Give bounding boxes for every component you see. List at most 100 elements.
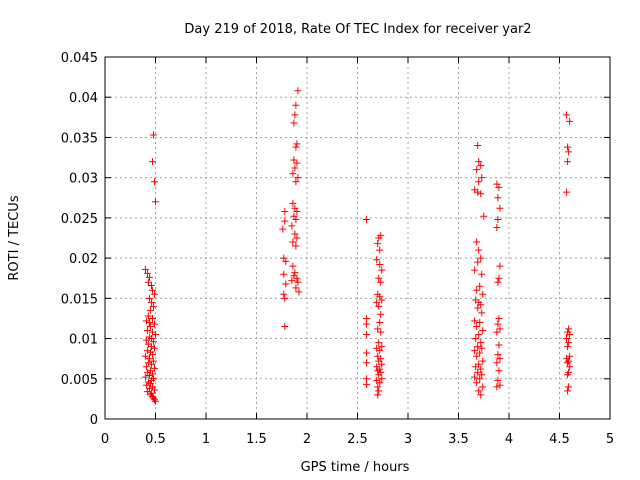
- data-point: [292, 242, 300, 250]
- data-point: [148, 314, 156, 322]
- data-point: [474, 141, 482, 149]
- data-point: [475, 246, 483, 254]
- x-tick-labels: 0 0.5 1 1.5 2 2.5 3 3.5 4 4.5 5: [101, 432, 614, 447]
- data-point: [565, 357, 573, 365]
- data-point: [149, 131, 157, 139]
- data-point: [373, 298, 381, 306]
- data-point: [293, 207, 301, 215]
- data-point: [494, 376, 502, 384]
- data-point: [152, 331, 159, 339]
- data-point: [474, 304, 482, 312]
- data-point: [564, 143, 572, 151]
- data-point: [141, 265, 149, 273]
- data-point: [150, 364, 158, 372]
- data-point: [564, 343, 572, 351]
- data-point: [288, 222, 296, 230]
- data-point: [476, 318, 484, 326]
- data-point: [480, 212, 488, 220]
- x-tick-label: 3: [404, 432, 412, 447]
- data-point: [477, 301, 485, 309]
- data-point: [374, 383, 382, 391]
- data-point: [496, 204, 504, 212]
- data-point: [281, 207, 289, 215]
- data-point: [145, 273, 153, 281]
- data-point: [374, 240, 382, 248]
- data-point: [374, 325, 382, 333]
- data-point: [471, 347, 479, 355]
- data-point: [289, 262, 297, 270]
- data-point: [476, 282, 484, 290]
- data-point: [141, 373, 149, 381]
- y-tick-label: 0.045: [61, 51, 98, 66]
- data-point: [563, 335, 571, 343]
- data-point: [474, 343, 482, 351]
- data-point: [472, 363, 480, 371]
- data-point: [477, 365, 485, 373]
- x-axis-label: GPS time / hours: [301, 460, 410, 475]
- data-point: [373, 256, 381, 264]
- data-point: [564, 158, 572, 166]
- y-tick-label: 0: [90, 413, 98, 428]
- data-point: [566, 117, 574, 125]
- data-point: [144, 359, 152, 367]
- x-tick-label: 0.5: [145, 432, 166, 447]
- x-tick-label: 4: [505, 432, 513, 447]
- data-point: [564, 387, 572, 395]
- data-point: [149, 338, 157, 346]
- y-tick-label: 0.015: [61, 292, 98, 307]
- data-point: [363, 349, 371, 357]
- data-point: [148, 286, 156, 294]
- data-point: [291, 164, 299, 172]
- data-point: [495, 274, 503, 282]
- data-point: [148, 158, 156, 166]
- data-point: [495, 183, 503, 191]
- data-point: [279, 225, 287, 233]
- data-point: [152, 198, 159, 206]
- data-point: [142, 381, 150, 389]
- data-point: [289, 170, 297, 178]
- data-point: [493, 359, 501, 367]
- x-tick-label: 4.5: [549, 432, 570, 447]
- data-point: [147, 298, 155, 306]
- y-tick-label: 0.01: [69, 333, 98, 348]
- data-point: [471, 317, 479, 325]
- data-point: [144, 278, 152, 286]
- data-point: [494, 278, 502, 286]
- x-tick-label: 3.5: [448, 432, 469, 447]
- data-point: [479, 383, 487, 391]
- x-tick-label: 1: [202, 432, 210, 447]
- data-point: [495, 314, 503, 322]
- data-point: [292, 101, 300, 109]
- data-point: [493, 224, 501, 232]
- x-tick-label: 2: [303, 432, 311, 447]
- data-point: [496, 262, 504, 270]
- data-point: [294, 278, 302, 286]
- data-point: [475, 331, 483, 339]
- data-point: [146, 322, 154, 330]
- data-point: [291, 111, 299, 119]
- data-point: [475, 387, 483, 395]
- data-point: [378, 375, 386, 383]
- data-point: [292, 143, 300, 151]
- data-point: [564, 359, 572, 367]
- data-point: [473, 238, 481, 246]
- data-point: [288, 277, 296, 285]
- plot-border: [104, 56, 611, 420]
- data-point: [375, 339, 383, 347]
- data-point: [145, 355, 153, 363]
- y-tick-label: 0.02: [69, 252, 98, 267]
- data-point: [292, 284, 300, 292]
- data-point: [377, 310, 385, 318]
- data-point: [377, 232, 385, 240]
- data-point: [566, 363, 574, 371]
- data-point: [294, 174, 302, 182]
- data-point: [495, 367, 503, 375]
- x-tick-label: 5: [606, 432, 614, 447]
- data-point: [141, 352, 149, 360]
- data-point: [282, 280, 290, 288]
- data-point: [289, 199, 297, 207]
- data-point: [476, 349, 484, 357]
- data-point: [374, 367, 382, 375]
- data-point: [375, 302, 383, 310]
- data-point: [143, 388, 151, 396]
